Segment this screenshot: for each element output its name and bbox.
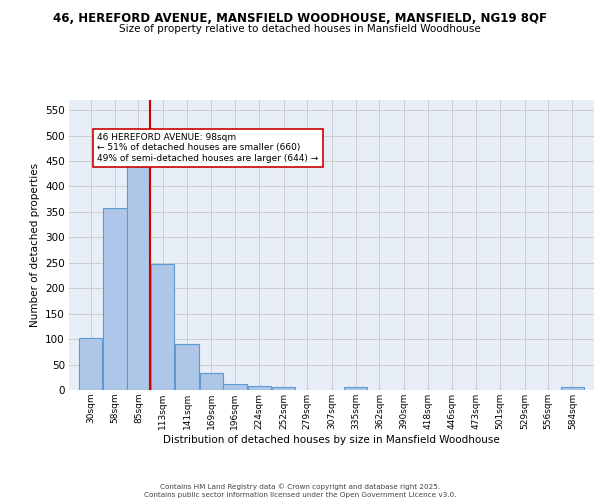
Text: 46 HEREFORD AVENUE: 98sqm
← 51% of detached houses are smaller (660)
49% of semi: 46 HEREFORD AVENUE: 98sqm ← 51% of detac… xyxy=(97,133,319,163)
Bar xyxy=(272,388,295,390)
Bar xyxy=(344,388,367,390)
Bar xyxy=(103,208,127,390)
Bar xyxy=(79,338,102,390)
Bar xyxy=(127,160,150,390)
Text: Contains HM Land Registry data © Crown copyright and database right 2025.
Contai: Contains HM Land Registry data © Crown c… xyxy=(144,484,456,498)
Bar xyxy=(223,384,247,390)
Bar xyxy=(561,388,584,390)
Y-axis label: Number of detached properties: Number of detached properties xyxy=(29,163,40,327)
Bar xyxy=(200,373,223,390)
Bar xyxy=(248,386,271,390)
Bar xyxy=(151,264,175,390)
Text: 46, HEREFORD AVENUE, MANSFIELD WOODHOUSE, MANSFIELD, NG19 8QF: 46, HEREFORD AVENUE, MANSFIELD WOODHOUSE… xyxy=(53,12,547,26)
X-axis label: Distribution of detached houses by size in Mansfield Woodhouse: Distribution of detached houses by size … xyxy=(163,434,500,444)
Bar xyxy=(175,344,199,390)
Text: Size of property relative to detached houses in Mansfield Woodhouse: Size of property relative to detached ho… xyxy=(119,24,481,34)
